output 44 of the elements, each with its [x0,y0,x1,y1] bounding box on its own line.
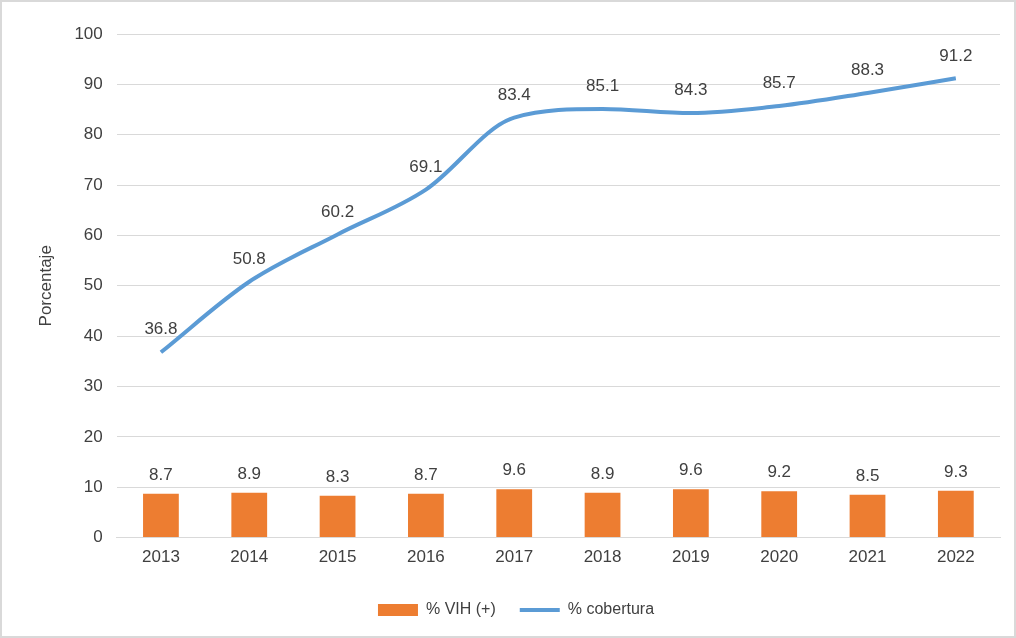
data-label: 9.6 [679,460,703,480]
x-tick-label: 2021 [848,547,887,567]
legend-label: % VIH (+) [425,600,496,618]
y-tick-label: 80 [83,124,103,144]
y-tick-label: 50 [83,275,103,295]
data-label: 88.3 [850,60,885,80]
data-label: 8.5 [855,465,880,485]
y-tick-label: 10 [83,476,103,496]
data-label: 83.4 [497,84,531,104]
y-tick-label: 90 [83,74,103,94]
x-tick-label: 2014 [230,547,269,567]
x-tick-label: 2018 [583,547,622,567]
data-label: 85.1 [586,76,620,96]
data-label: 84.3 [674,80,708,100]
data-label: 8.3 [325,466,350,486]
x-tick-label: 2019 [671,547,710,567]
y-tick-label: 70 [83,174,103,194]
data-label: 50.8 [232,248,266,268]
x-tick-label: 2013 [142,547,180,567]
data-label: 36.8 [144,319,178,339]
x-tick-label: 2017 [495,547,534,567]
data-label: 8.7 [149,464,173,484]
data-label: 60.2 [321,201,355,221]
legend-label: % cobertura [567,600,655,618]
data-label: 69.1 [409,156,443,176]
x-tick-label: 2016 [406,547,445,567]
data-label: 91.2 [939,45,973,65]
y-tick-label: 100 [74,23,103,43]
data-label: 9.6 [502,460,527,480]
x-tick-label: 2022 [936,547,975,567]
y-tick-label: 0 [93,527,103,547]
data-label: 8.9 [590,463,615,483]
data-label: 8.7 [414,464,438,484]
data-label: 9.3 [944,461,968,481]
y-tick-label: 60 [83,225,103,245]
x-tick-label: 2020 [760,547,799,567]
y-axis-title: Porcentaje [35,245,55,327]
y-tick-label: 40 [83,325,103,345]
data-label: 85.7 [762,73,796,93]
data-label: 8.9 [237,463,262,483]
y-tick-label: 30 [83,376,103,396]
y-tick-label: 20 [83,426,103,446]
x-tick-label: 2015 [318,547,357,567]
data-label: 9.2 [767,462,792,482]
